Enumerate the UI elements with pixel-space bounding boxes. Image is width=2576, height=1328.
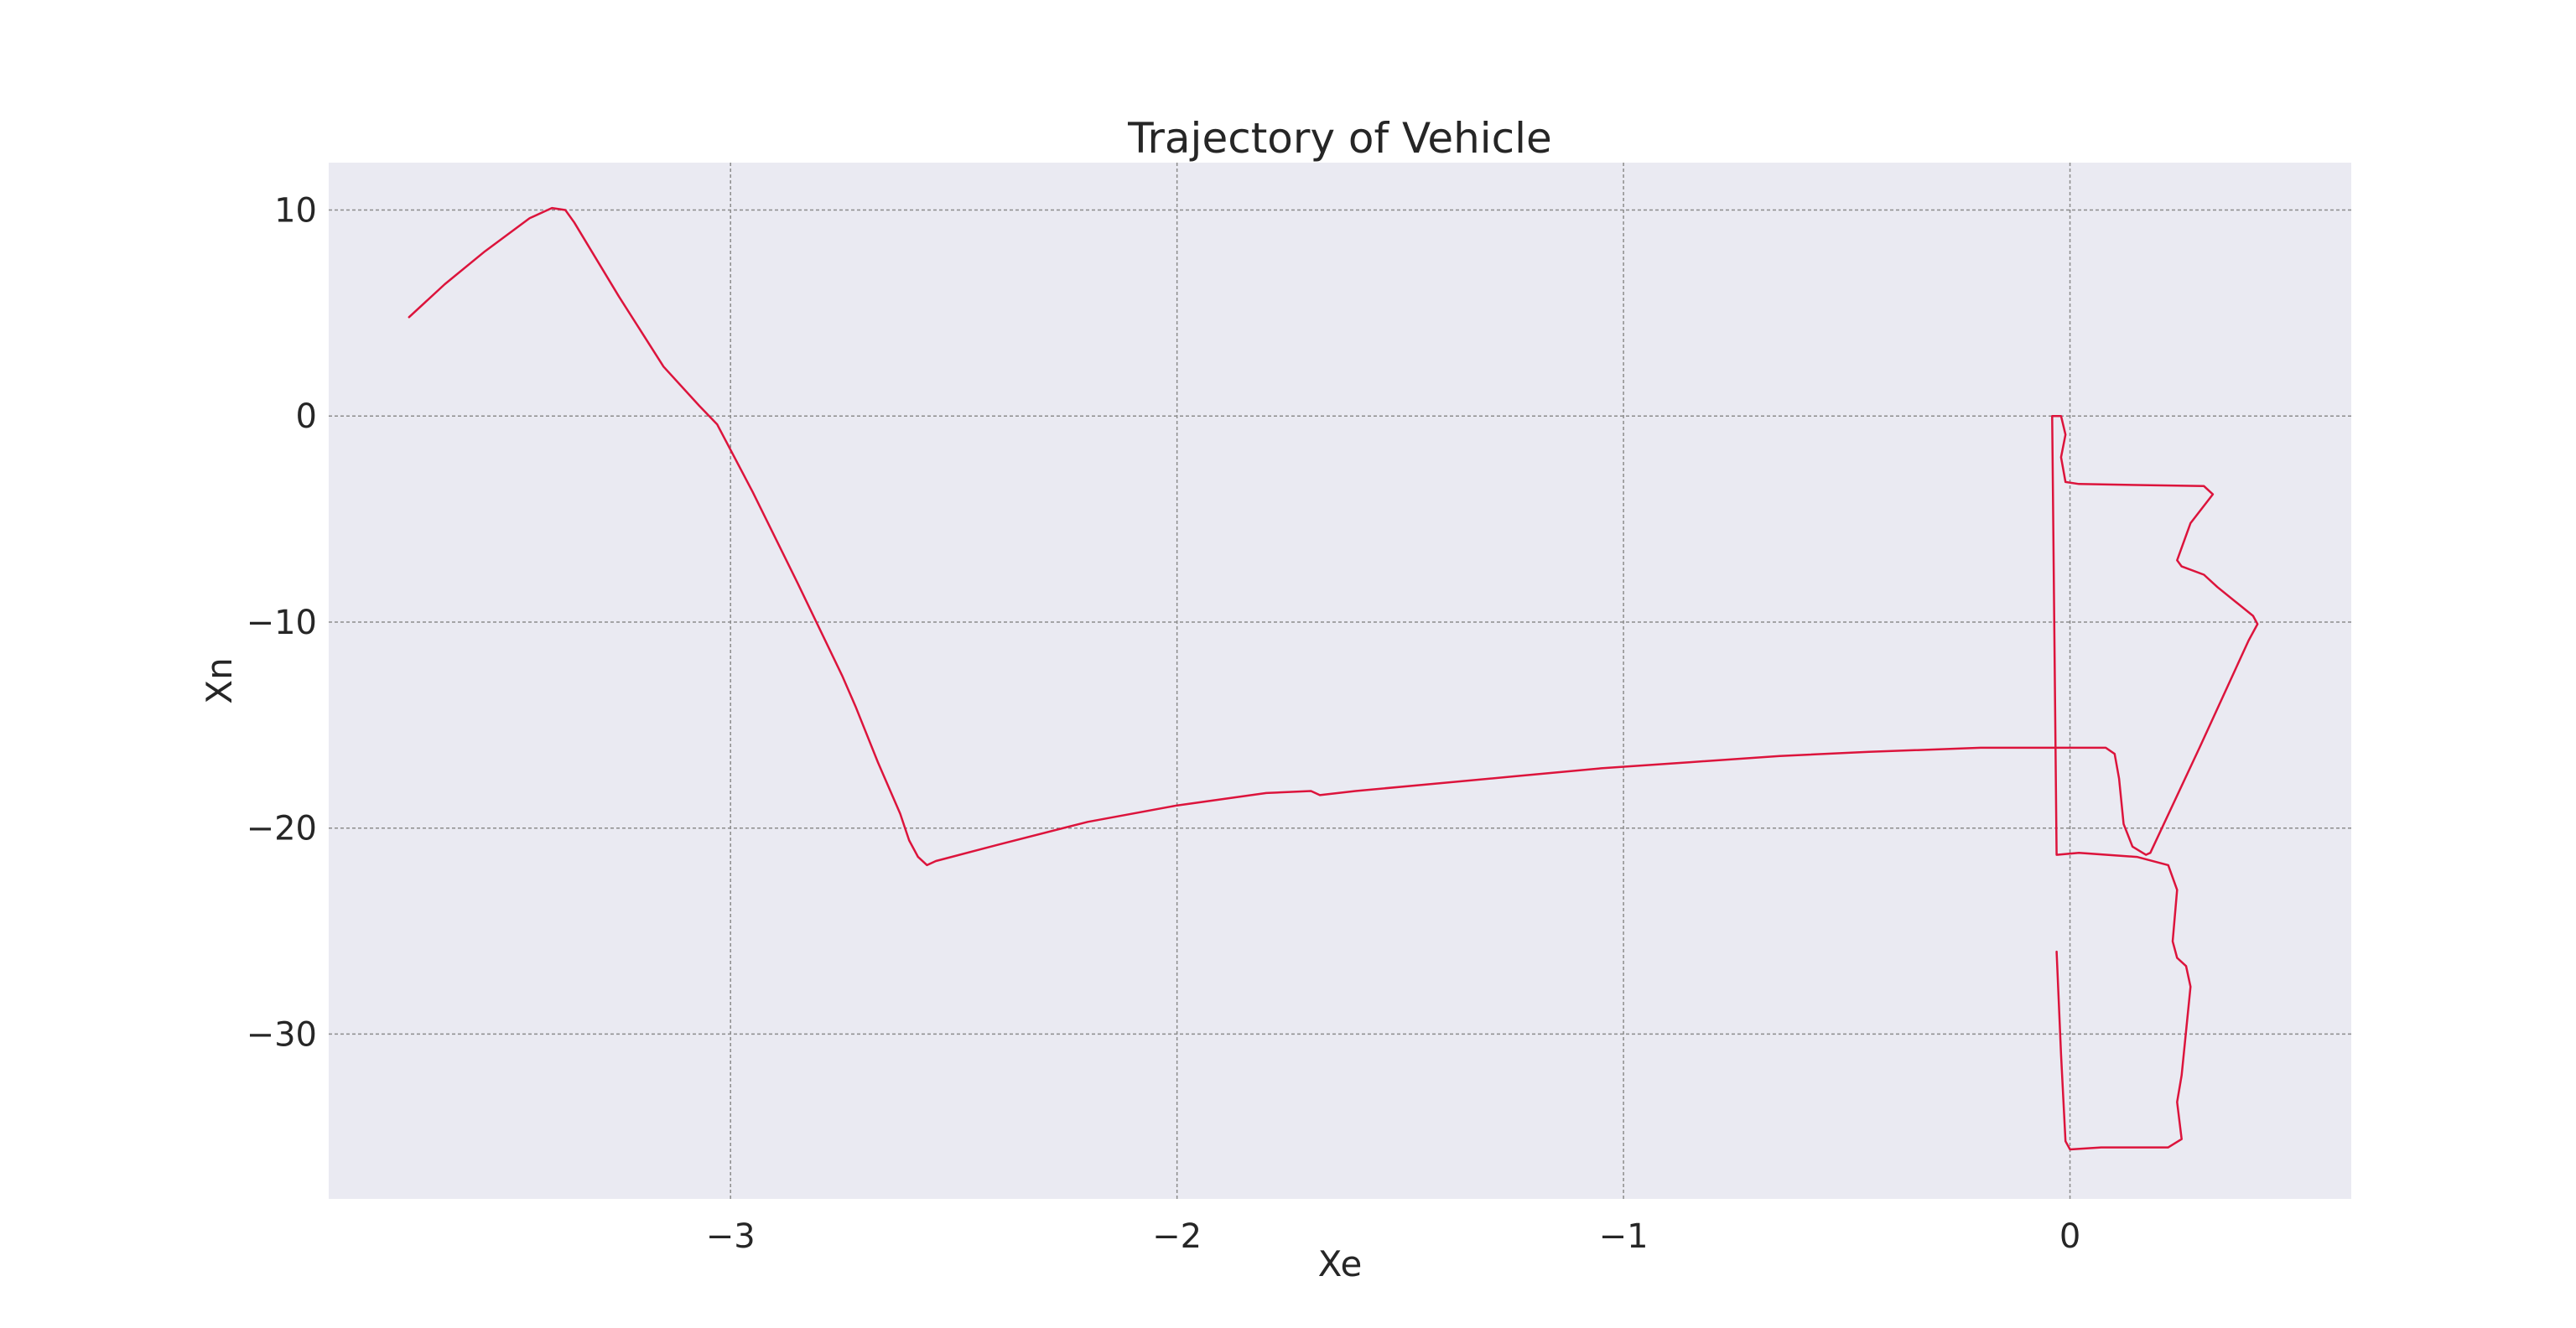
x-tick-label: 0 xyxy=(2059,1217,2080,1256)
y-tick-label: 0 xyxy=(296,397,317,436)
plot-background xyxy=(329,163,2351,1199)
y-tick-label: −30 xyxy=(247,1015,317,1054)
x-tick-labels: −3 −2 −1 0 xyxy=(706,1217,2081,1256)
grid-y xyxy=(329,209,2351,1035)
trajectory-line xyxy=(408,206,2259,1151)
y-tick-label: −20 xyxy=(247,810,317,848)
y-tick-label: −10 xyxy=(247,604,317,642)
y-axis-label: Xn xyxy=(199,657,240,703)
x-axis-label: Xe xyxy=(1318,1243,1363,1284)
x-tick-label: −3 xyxy=(706,1217,756,1256)
x-tick-label: −2 xyxy=(1152,1217,1202,1256)
grid-x xyxy=(730,163,2071,1199)
y-tick-label: 10 xyxy=(274,192,317,231)
x-tick-label: −1 xyxy=(1599,1217,1649,1256)
y-tick-labels: 10 0 −10 −20 −30 xyxy=(247,192,317,1055)
chart-title: Trajectory of Vehicle xyxy=(1127,114,1552,163)
